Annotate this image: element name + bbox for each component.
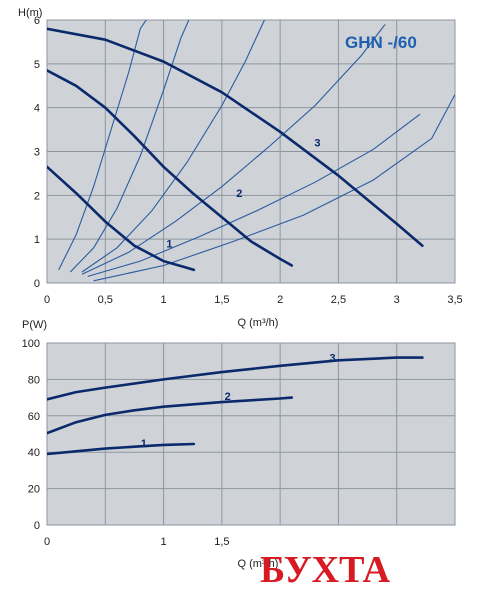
curve-label-2: 2 <box>236 188 242 200</box>
watermark-text: БУХТА <box>260 549 391 590</box>
system-curve-line <box>69 20 190 273</box>
x-tick-label: 0 <box>44 294 50 306</box>
y-tick-label: 2 <box>34 190 40 202</box>
x-tick-label: 1,5 <box>214 294 229 306</box>
series-line-3 <box>47 27 424 247</box>
head-chart-panel: 0 1 2 3 4 5 6 0 0,5 1 1,5 2 2,5 3 3,5 H(m) Q (m³/h) 1 2 3 GH… <box>18 7 463 329</box>
system-curve-line <box>93 94 455 282</box>
system-curve-line <box>87 113 421 277</box>
chart-title: GHN -/60 <box>345 33 417 52</box>
y-tick-label: 20 <box>28 484 40 496</box>
y-tick-label: 40 <box>28 447 40 459</box>
x-tick-label: 0 <box>44 536 50 548</box>
x-tick-label: 0,5 <box>98 294 113 306</box>
y-tick-label: 4 <box>34 103 40 115</box>
plot-curves <box>47 356 424 456</box>
y-tick-label: 80 <box>28 374 40 386</box>
y-tick-label: 3 <box>34 147 40 159</box>
y-tick-label: 100 <box>22 338 40 350</box>
y-tick-label: 5 <box>34 59 40 71</box>
x-tick-label: 1 <box>161 536 167 548</box>
curve-label-2: 2 <box>225 391 231 403</box>
y-axis-label: P(W) <box>22 319 47 331</box>
series-line-2 <box>47 396 294 435</box>
x-tick-label: 3,5 <box>447 294 462 306</box>
x-tick-label: 1,5 <box>214 536 229 548</box>
y-tick-label: 0 <box>34 278 40 290</box>
x-tick-label: 1 <box>161 294 167 306</box>
curve-label-3: 3 <box>314 138 320 150</box>
system-curve-line <box>81 20 266 273</box>
x-axis-label: Q (m³/h) <box>238 317 279 329</box>
series-line-3 <box>47 356 424 401</box>
curve-label-1: 1 <box>166 239 172 251</box>
y-tick-label: 6 <box>34 15 40 27</box>
power-chart-panel: 0 20 40 60 80 100 0 1 1,5 P(W) Q (m³/h) 1 2 3 <box>22 319 456 570</box>
plot-area <box>46 342 456 526</box>
system-curve-line <box>58 20 147 271</box>
x-tick-label: 3 <box>394 294 400 306</box>
plot-curves <box>47 20 455 282</box>
series-line-2 <box>47 69 294 267</box>
series-line-1 <box>47 165 196 272</box>
curve-label-3: 3 <box>330 353 336 365</box>
x-tick-label: 2 <box>277 294 283 306</box>
y-tick-label: 1 <box>34 234 40 246</box>
x-axis-label: Q (m³/h) <box>238 558 279 570</box>
curve-label-1: 1 <box>141 438 147 450</box>
y-axis-label: H(m) <box>18 7 42 19</box>
y-tick-label: 0 <box>34 520 40 532</box>
series-line-1 <box>47 442 196 456</box>
x-tick-label: 2,5 <box>331 294 346 306</box>
y-tick-label: 60 <box>28 411 40 423</box>
